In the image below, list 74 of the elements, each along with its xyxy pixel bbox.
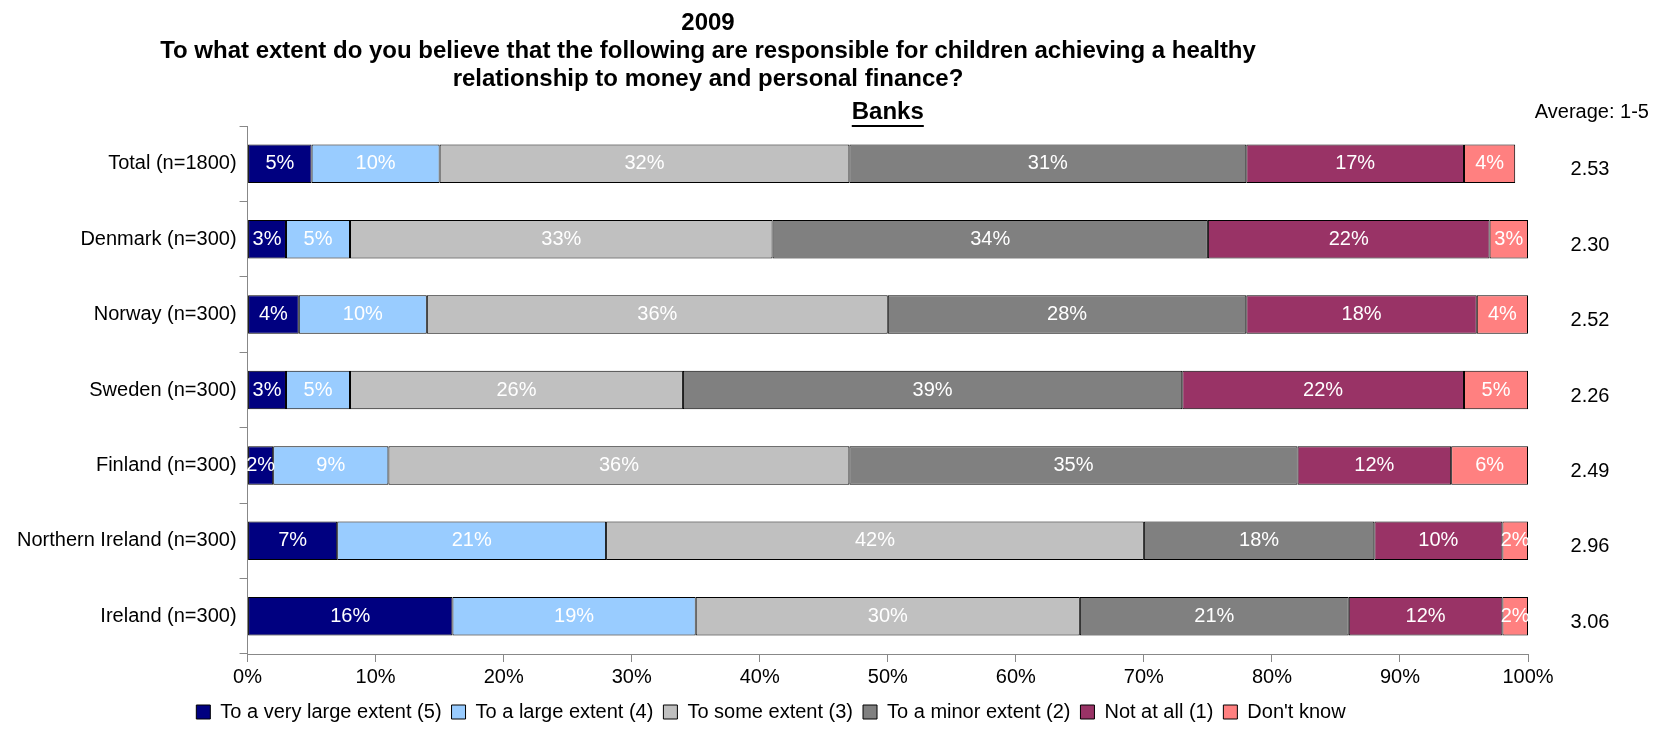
text: Banks: [851, 96, 924, 124]
x-tick-label: 90%: [1379, 664, 1421, 687]
text: 2.53: [1570, 157, 1610, 180]
x-tick-label: 40%: [739, 664, 780, 687]
legend-label: To some extent (3): [687, 699, 854, 722]
y-tick-label: Denmark (n=300): [80, 226, 237, 249]
y-tick-label: Northern Ireland (n=300): [16, 528, 237, 551]
text: 3.06: [1570, 609, 1610, 632]
data-label: 21%: [451, 528, 492, 551]
data-label: 19%: [554, 603, 595, 626]
data-label: 5%: [303, 226, 333, 249]
text: 2.26: [1570, 383, 1610, 406]
data-label: 39%: [912, 377, 953, 400]
y-tick-label: Norway (n=300): [93, 302, 237, 325]
data-label: 6%: [1475, 452, 1505, 475]
data-label: 12%: [1405, 603, 1446, 626]
data-label: 34%: [970, 226, 1011, 249]
text: 2.96: [1570, 534, 1610, 557]
data-label: 30%: [867, 603, 909, 626]
data-label: 18%: [1239, 528, 1280, 551]
data-label: 21%: [1194, 603, 1235, 626]
text: 2.52: [1570, 308, 1610, 331]
data-label: 28%: [1047, 302, 1088, 325]
data-label: 18%: [1341, 302, 1382, 325]
data-label: 32%: [624, 151, 665, 174]
data-label: 10%: [355, 151, 396, 174]
chart-subtitle: To what extent do you believe that the following are responsible for children achieving a healthy relationship to money and personal finance?: [159, 36, 1257, 92]
data-label: 10%: [342, 302, 384, 325]
text: Average: 1-5: [1534, 99, 1649, 122]
x-tick-label: 30%: [611, 664, 652, 687]
x-tick-label: 60%: [995, 664, 1037, 687]
data-label: 3%: [252, 226, 282, 249]
data-label: 5%: [1481, 377, 1511, 400]
y-tick-label: Sweden (n=300): [89, 377, 237, 400]
data-label: 36%: [598, 452, 640, 475]
legend-label: Not at all (1): [1104, 699, 1214, 722]
data-label: 5%: [303, 377, 333, 400]
data-label: 42%: [854, 528, 896, 551]
data-label: 16%: [330, 603, 371, 626]
legend-label: Don't know: [1247, 699, 1347, 722]
data-label: 22%: [1328, 226, 1369, 249]
data-label: 4%: [1487, 302, 1518, 325]
x-tick-label: 0%: [233, 664, 263, 687]
x-tick-label: 20%: [483, 664, 524, 687]
data-label: 4%: [258, 302, 289, 325]
data-label: 26%: [496, 377, 537, 400]
data-label: 22%: [1303, 377, 1344, 400]
x-tick-label: 50%: [867, 664, 909, 687]
data-label: 10%: [1418, 528, 1459, 551]
data-label: 17%: [1335, 151, 1376, 174]
legend-label: To a minor extent (2): [887, 699, 1071, 722]
data-label: 7%: [278, 528, 308, 551]
y-tick-label: Ireland (n=300): [100, 603, 237, 626]
data-label: 36%: [637, 302, 678, 325]
y-tick-label: Total (n=1800): [108, 151, 237, 174]
data-label: 5%: [265, 151, 295, 174]
data-label: 4%: [1475, 151, 1505, 174]
data-label: 35%: [1053, 452, 1094, 475]
data-label: 3%: [252, 377, 282, 400]
x-tick-label: 10%: [355, 664, 396, 687]
legend-label: To a very large extent (5): [220, 699, 442, 722]
text: 2.30: [1570, 232, 1610, 255]
x-tick-label: 70%: [1123, 664, 1165, 687]
data-label: 12%: [1354, 452, 1395, 475]
data-label: 9%: [316, 452, 346, 475]
chart-title: 2009: [680, 8, 736, 36]
legend-label: To a large extent (4): [475, 699, 654, 722]
data-label: 3%: [1494, 226, 1524, 249]
y-tick-label: Finland (n=300): [95, 452, 237, 475]
data-label: 31%: [1027, 151, 1069, 174]
data-label: 33%: [541, 226, 582, 249]
x-tick-label: 80%: [1251, 664, 1293, 687]
text: 2.49: [1570, 458, 1610, 481]
x-tick-label: 100%: [1502, 664, 1554, 687]
